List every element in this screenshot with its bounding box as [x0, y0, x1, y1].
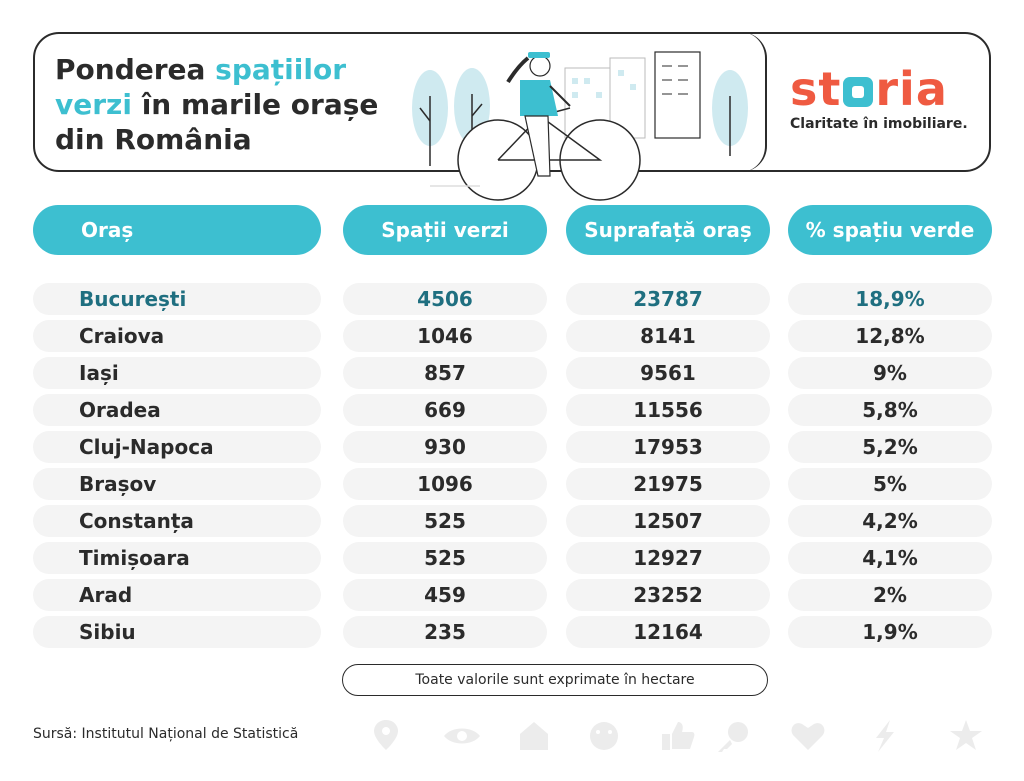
table-row: Iași 857 9561 9% — [0, 355, 1024, 392]
table-row: Craiova 1046 8141 12,8% — [0, 318, 1024, 355]
heart-icon — [791, 723, 825, 750]
table-row: Arad 459 23252 2% — [0, 577, 1024, 614]
cell-green: 459 — [343, 579, 547, 611]
table-row: Sibiu 235 12164 1,9% — [0, 614, 1024, 651]
cell-area: 11556 — [566, 394, 770, 426]
key-icon — [718, 722, 748, 752]
cell-city: Constanța — [33, 505, 321, 537]
cell-area: 9561 — [566, 357, 770, 389]
logo-tagline: Claritate în imobiliare. — [790, 116, 968, 132]
cell-pct: 5,8% — [788, 394, 992, 426]
table-row: București 4506 23787 18,9% — [0, 281, 1024, 318]
logo-wordmark: st ria — [790, 62, 948, 116]
cell-green: 525 — [343, 542, 547, 574]
table-body: București 4506 23787 18,9% Craiova 1046 … — [0, 281, 1024, 651]
cell-area: 12507 — [566, 505, 770, 537]
column-header-city: Oraș — [33, 205, 321, 255]
cell-city: Oradea — [33, 394, 321, 426]
cell-green: 930 — [343, 431, 547, 463]
smiley-icon — [590, 722, 618, 750]
header-box: Ponderea spațiilor verzi în marile orașe… — [33, 32, 991, 172]
cell-area: 12164 — [566, 616, 770, 648]
decorative-icon-row — [374, 720, 982, 752]
cell-green: 669 — [343, 394, 547, 426]
logo-o-mark — [843, 77, 874, 107]
cell-city: Cluj-Napoca — [33, 431, 321, 463]
cell-pct: 18,9% — [788, 283, 992, 315]
cell-city: Iași — [33, 357, 321, 389]
units-note: Toate valorile sunt exprimate în hectare — [342, 664, 768, 696]
cell-pct: 12,8% — [788, 320, 992, 352]
column-header-green: Spații verzi — [343, 205, 547, 255]
cell-area: 8141 — [566, 320, 770, 352]
cell-green: 1046 — [343, 320, 547, 352]
cell-green: 235 — [343, 616, 547, 648]
table-row: Oradea 669 11556 5,8% — [0, 392, 1024, 429]
thumbs-up-icon — [662, 722, 695, 750]
table-row: Cluj-Napoca 930 17953 5,2% — [0, 429, 1024, 466]
house-icon — [520, 722, 548, 750]
cell-city: Arad — [33, 579, 321, 611]
cell-green: 4506 — [343, 283, 547, 315]
cell-area: 21975 — [566, 468, 770, 500]
cell-city: Sibiu — [33, 616, 321, 648]
star-icon — [950, 720, 982, 750]
storia-logo: st ria Claritate în imobiliare. — [790, 64, 968, 132]
cell-area: 12927 — [566, 542, 770, 574]
cyclist-illustration — [412, 51, 748, 201]
column-header-pct: % spațiu verde — [788, 205, 992, 255]
cell-pct: 5% — [788, 468, 992, 500]
cell-city: Craiova — [33, 320, 321, 352]
cell-green: 857 — [343, 357, 547, 389]
cell-city: București — [33, 283, 321, 315]
source-text: Sursă: Institutul Național de Statistică — [33, 726, 299, 742]
cell-pct: 1,9% — [788, 616, 992, 648]
cell-pct: 5,2% — [788, 431, 992, 463]
cell-city: Timișoara — [33, 542, 321, 574]
table-row: Constanța 525 12507 4,2% — [0, 503, 1024, 540]
lightning-icon — [876, 720, 894, 752]
table-row: Brașov 1096 21975 5% — [0, 466, 1024, 503]
cell-pct: 4,1% — [788, 542, 992, 574]
page-title: Ponderea spațiilor verzi în marile orașe… — [55, 53, 379, 156]
cell-pct: 4,2% — [788, 505, 992, 537]
cell-area: 17953 — [566, 431, 770, 463]
cell-green: 525 — [343, 505, 547, 537]
table-row: Timișoara 525 12927 4,1% — [0, 540, 1024, 577]
cell-pct: 9% — [788, 357, 992, 389]
cell-green: 1096 — [343, 468, 547, 500]
cell-area: 23252 — [566, 579, 770, 611]
column-header-area: Suprafață oraș — [566, 205, 770, 255]
cell-area: 23787 — [566, 283, 770, 315]
cell-pct: 2% — [788, 579, 992, 611]
header-divider — [735, 32, 767, 172]
cell-city: Brașov — [33, 468, 321, 500]
